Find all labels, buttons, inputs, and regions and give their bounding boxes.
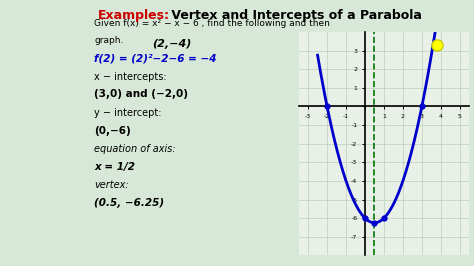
Text: f(2) = (2)²−2−6 = −4: f(2) = (2)²−2−6 = −4 — [94, 53, 217, 63]
Text: (0,−6): (0,−6) — [94, 126, 131, 136]
Text: (3,0) and (−2,0): (3,0) and (−2,0) — [94, 89, 188, 99]
Text: Given f(x) = x² − x − 6 , find the following and then: Given f(x) = x² − x − 6 , find the follo… — [94, 19, 330, 28]
Text: equation of axis:: equation of axis: — [94, 144, 176, 154]
Text: (0.5, −6.25): (0.5, −6.25) — [94, 198, 164, 208]
Text: graph.: graph. — [94, 36, 124, 45]
Text: x − intercepts:: x − intercepts: — [94, 72, 167, 82]
Text: y − intercept:: y − intercept: — [94, 108, 162, 118]
Text: Examples:: Examples: — [98, 10, 170, 22]
Text: Vertex and Intercepts of a Parabola: Vertex and Intercepts of a Parabola — [167, 10, 422, 22]
Text: x = 1/2: x = 1/2 — [94, 162, 135, 172]
Text: vertex:: vertex: — [94, 180, 129, 190]
Text: (2,−4): (2,−4) — [153, 39, 192, 49]
